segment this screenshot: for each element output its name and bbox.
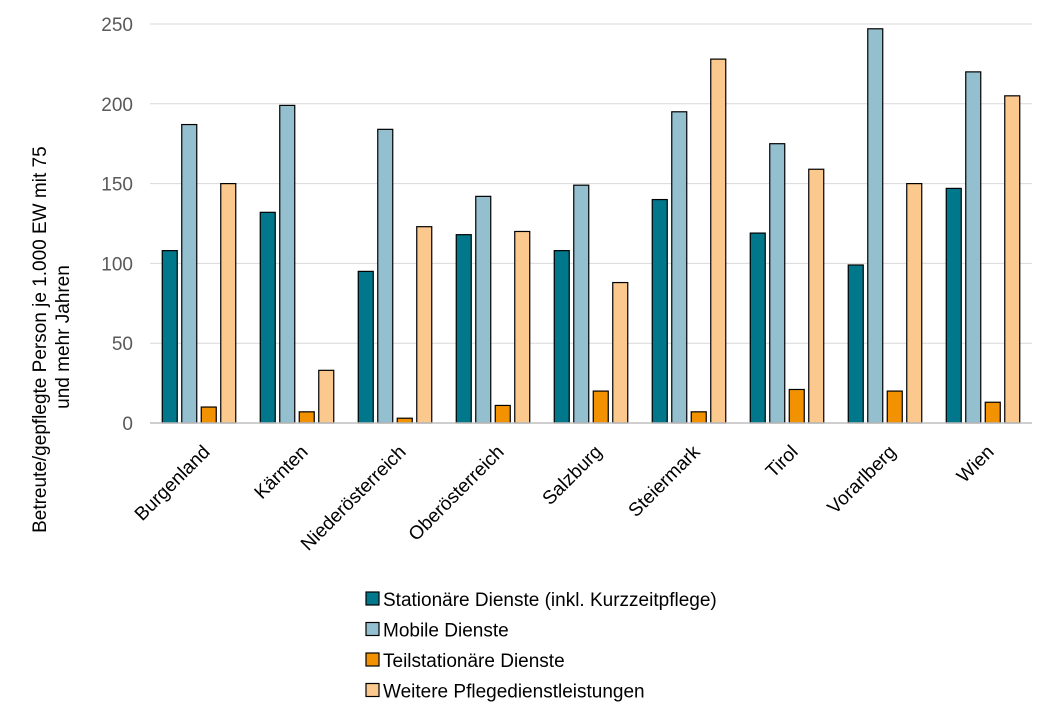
bar-2-7 [769, 143, 786, 424]
y-axis-ticks: 0 50 100 150 200 250 [101, 15, 133, 435]
bar-2-9 [965, 71, 982, 424]
gridlines [150, 23, 1032, 344]
bar-1-5 [553, 250, 570, 424]
y-axis-label: Betreute/gepflegte Person je 1.000 EW mi… [30, 141, 74, 533]
bar-3-2 [298, 411, 315, 424]
y-tick-label: 150 [101, 175, 133, 196]
legend-label: Weitere Pflegedienstleistungen [383, 682, 645, 703]
category-label: Wien [953, 442, 998, 487]
y-tick-label: 50 [112, 334, 133, 355]
bar-4-3 [416, 226, 433, 424]
category-label: Tirol [762, 442, 802, 482]
legend-swatch [365, 621, 380, 637]
bar-2-4 [475, 195, 492, 424]
bar-1-7 [749, 232, 766, 424]
category-label: Niederösterreich [297, 442, 410, 555]
bar-1-6 [651, 198, 668, 424]
category-label: Burgenland [131, 442, 215, 526]
category-label: Kärnten [251, 442, 313, 504]
category-labels: Burgenland KärntenNiederösterreichOberöst… [131, 441, 999, 555]
bar-4-8 [906, 183, 923, 424]
bar-3-7 [788, 388, 805, 424]
bar-2-3 [377, 128, 394, 424]
bar-3-1 [200, 406, 217, 424]
legend-label: Mobile Dienste [383, 621, 509, 642]
bar-1-1 [161, 250, 178, 424]
bar-4-2 [318, 369, 335, 424]
bar-1-4 [455, 234, 472, 424]
bar-4-6 [710, 58, 727, 424]
bar-3-9 [984, 401, 1001, 424]
bar-3-6 [690, 411, 707, 424]
y-tick-label: 200 [101, 95, 133, 116]
bars [161, 28, 1021, 424]
bar-4-7 [808, 168, 825, 424]
bar-4-9 [1004, 95, 1021, 424]
bar-2-5 [573, 184, 590, 424]
legend-swatch [365, 652, 380, 667]
legend-label: Stationäre Dienste (inkl. Kurzzeitpflege… [383, 590, 717, 611]
category-label: Vorarlberg [824, 442, 901, 519]
bar-2-6 [671, 111, 688, 424]
category-label: Salzburg [539, 442, 607, 510]
bar-4-4 [514, 230, 531, 424]
y-tick-label: 0 [122, 414, 133, 435]
bar-2-8 [867, 28, 884, 424]
bar-3-4 [494, 404, 511, 424]
bar-1-8 [847, 264, 864, 424]
bar-4-5 [612, 281, 629, 424]
bar-4-1 [220, 183, 237, 424]
category-label: Oberösterreich [405, 442, 509, 546]
bar-1-2 [259, 211, 276, 424]
category-label: Steiermark [625, 441, 705, 521]
legend-swatch [365, 591, 380, 606]
legend-swatch [365, 682, 380, 698]
bar-2-1 [181, 123, 198, 424]
y-axis-label-line-1: Betreute/gepflegte Person je 1.000 EW mi… [30, 146, 51, 533]
bar-3-5 [592, 390, 609, 424]
y-tick-label: 250 [101, 15, 133, 36]
bar-3-8 [886, 390, 903, 424]
bar-1-3 [357, 270, 374, 424]
y-axis-label-line-2: und mehr Jahren [53, 265, 74, 409]
bar-1-9 [945, 187, 962, 424]
legend: Stationäre Dienste (inkl. Kurzzeitpflege… [365, 590, 717, 703]
legend-label: Teilstationäre Dienste [383, 651, 565, 672]
y-tick-label: 100 [101, 254, 133, 275]
bar-2-2 [279, 104, 296, 424]
